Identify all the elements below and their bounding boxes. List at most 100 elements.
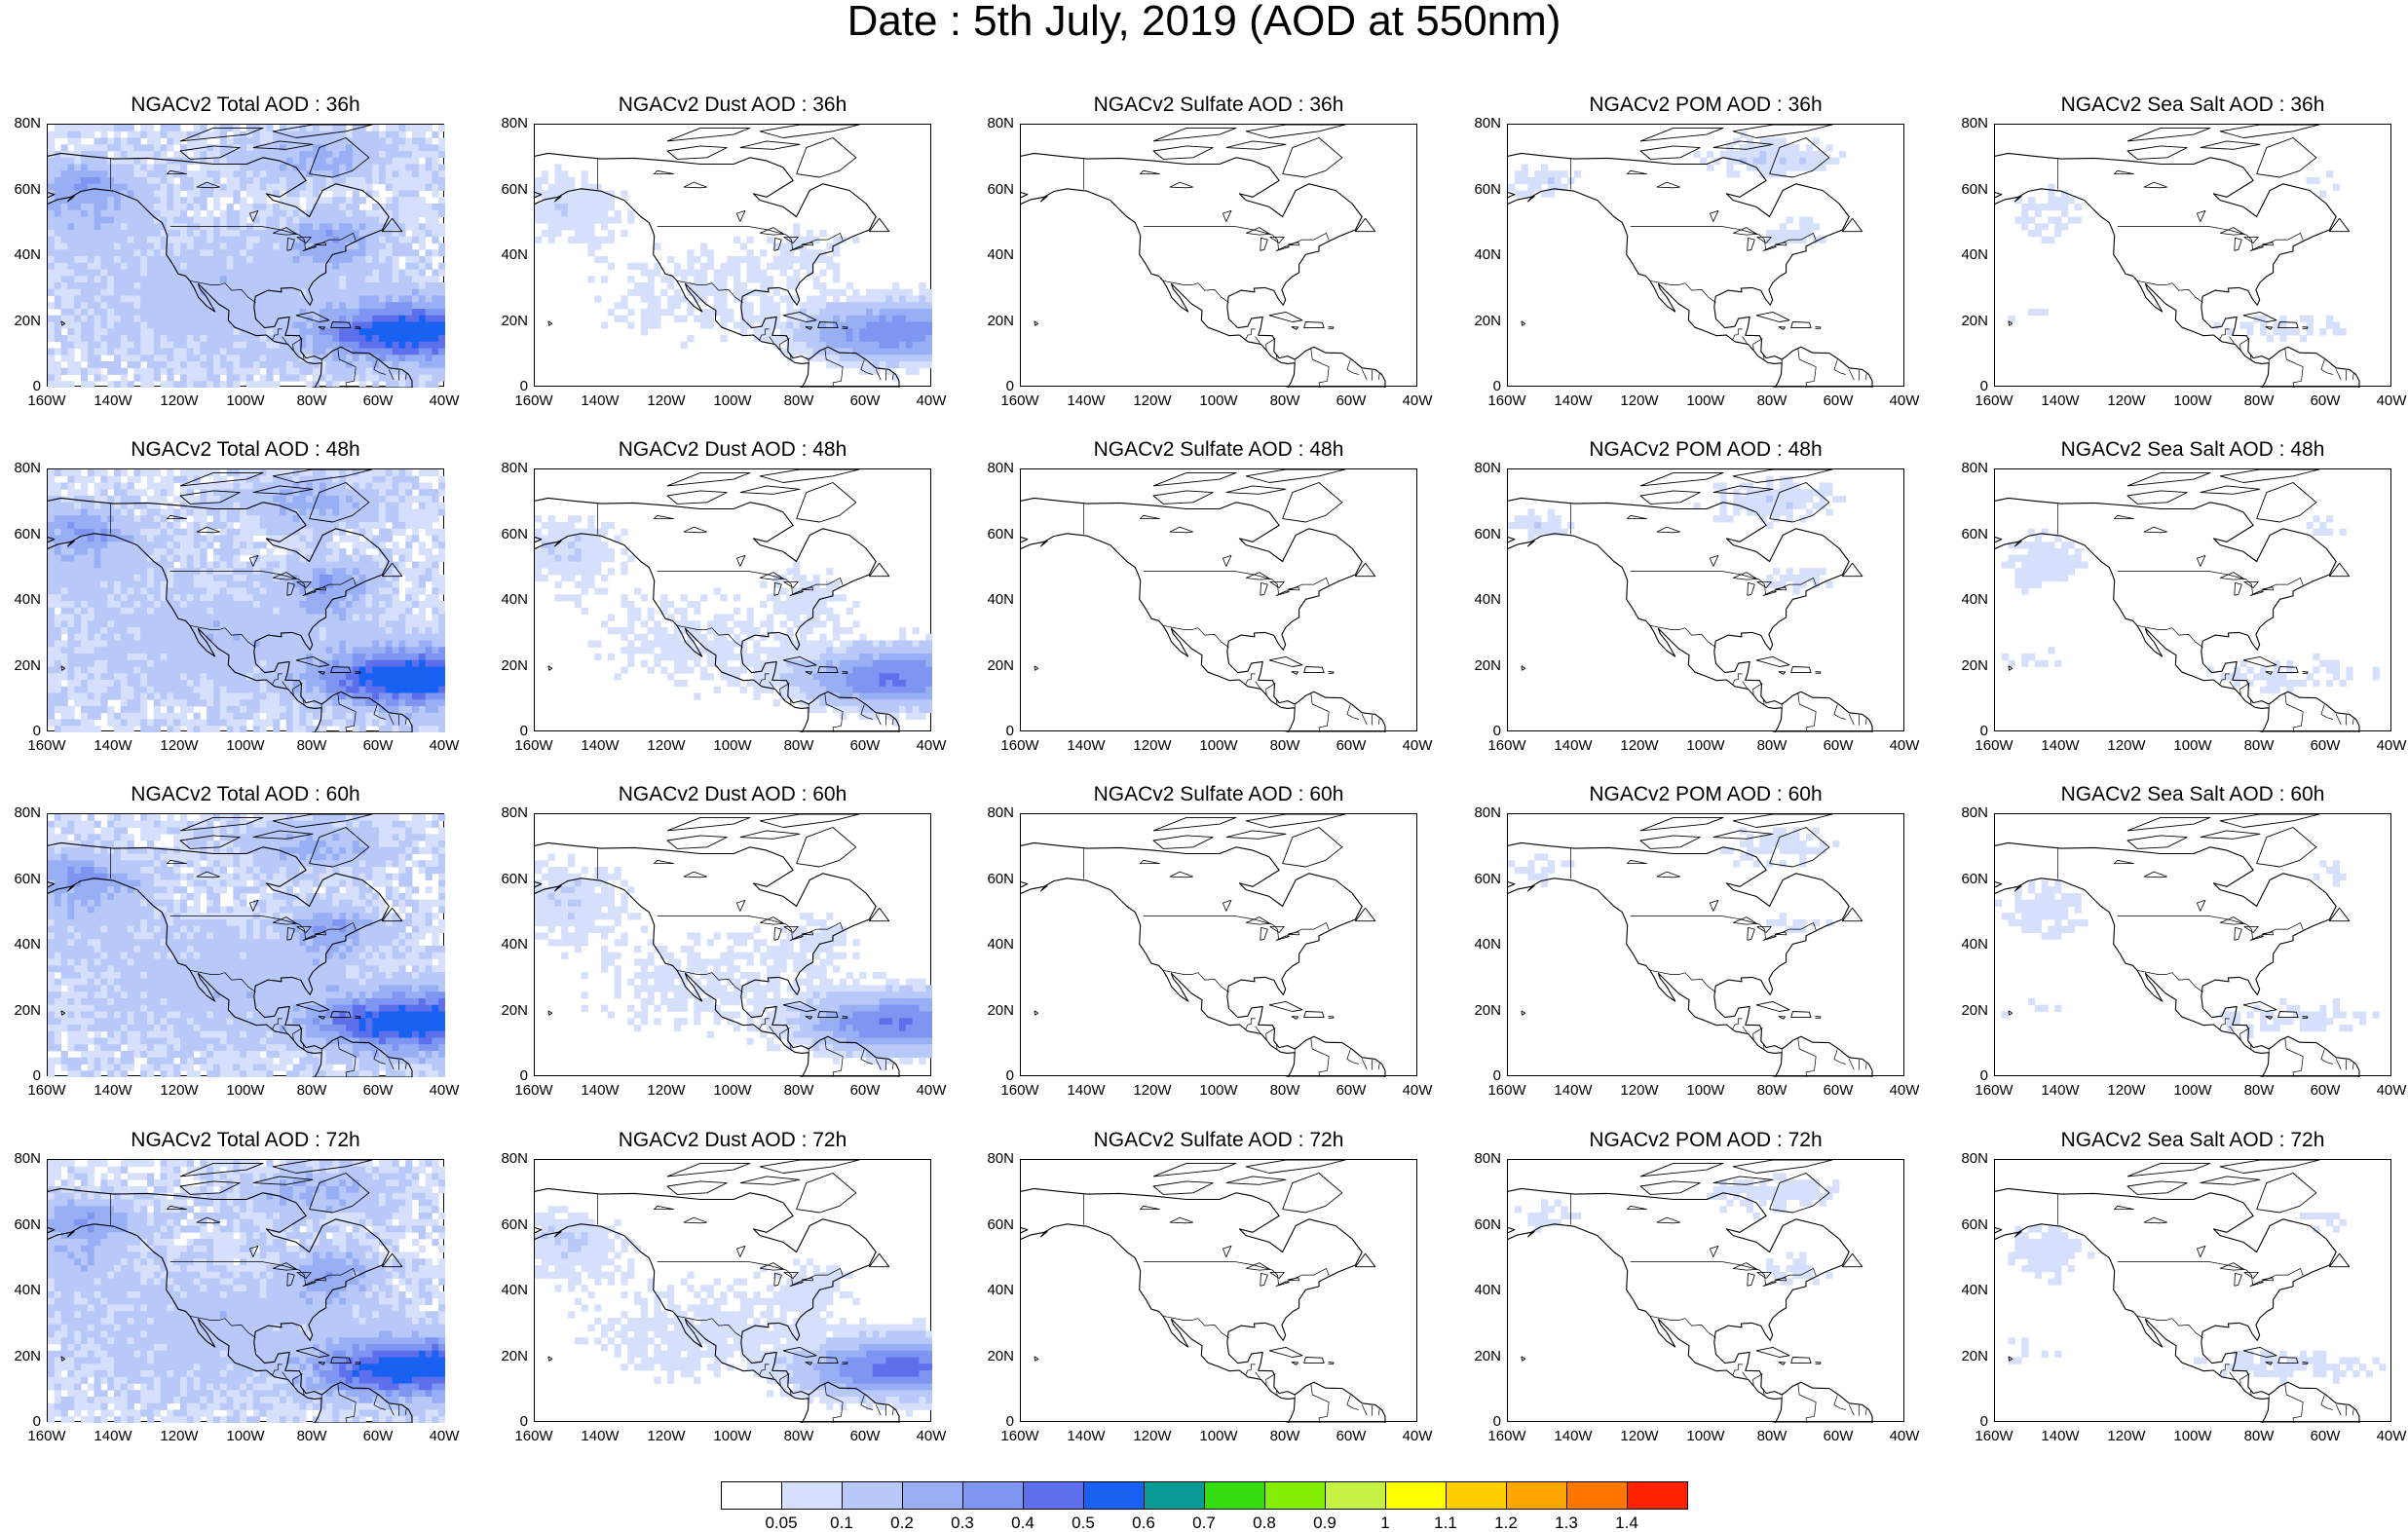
aod-cell	[299, 713, 306, 720]
aod-cell	[306, 667, 313, 674]
aod-cell	[280, 165, 286, 171]
aod-cell	[694, 276, 700, 282]
aod-cell	[641, 270, 648, 277]
aod-cell	[100, 581, 107, 588]
aod-cell	[379, 144, 386, 151]
aod-cell	[925, 296, 932, 303]
aod-cell	[107, 316, 114, 322]
aod-cell	[81, 555, 88, 562]
aod-cell	[48, 361, 55, 368]
aod-cell	[61, 713, 68, 720]
island-outline	[2201, 141, 2260, 149]
aod-cell	[88, 660, 94, 667]
aod-cell	[320, 177, 326, 184]
aod-cell	[55, 191, 61, 198]
aod-cell	[906, 316, 913, 322]
island-outline	[1522, 321, 1525, 325]
aod-cell	[260, 620, 267, 627]
aod-cell	[365, 328, 372, 335]
aod-cell	[379, 131, 386, 138]
aod-cell	[207, 660, 213, 667]
country-border	[1743, 337, 1748, 344]
aod-cell	[187, 548, 194, 555]
aod-cell	[260, 256, 267, 263]
aod-cell	[48, 620, 55, 627]
aod-cell	[919, 361, 925, 368]
aod-cell	[859, 309, 866, 316]
aod-cell	[55, 276, 61, 282]
aod-cell	[587, 217, 594, 224]
aod-cell	[74, 594, 81, 601]
aod-cell	[194, 601, 201, 608]
aod-cell	[575, 230, 582, 237]
x-tick-label: 80W	[774, 393, 823, 409]
aod-cell	[398, 316, 405, 322]
aod-cell	[412, 158, 419, 165]
aod-cell	[88, 469, 94, 476]
aod-cell	[419, 381, 426, 388]
aod-cell	[133, 217, 140, 224]
aod-cell	[67, 726, 74, 732]
aod-cell	[74, 276, 81, 282]
aod-cell	[187, 170, 194, 177]
aod-cell	[133, 316, 140, 322]
y-tick-label: 60N	[489, 182, 528, 198]
aod-cell	[246, 170, 253, 177]
aod-cell	[81, 170, 88, 177]
aod-cell	[594, 197, 601, 204]
aod-cell	[286, 342, 293, 349]
aod-cell	[253, 249, 260, 256]
aod-cell	[61, 381, 68, 388]
aod-cell	[133, 515, 140, 522]
aod-cell	[128, 243, 134, 250]
aod-cell	[253, 191, 260, 198]
aod-cell	[114, 693, 121, 700]
aod-cell	[74, 328, 81, 335]
aod-cell	[81, 496, 88, 503]
aod-cell	[405, 322, 412, 329]
aod-cell	[554, 217, 561, 224]
aod-cell	[240, 309, 246, 316]
aod-cell	[67, 601, 74, 608]
aod-cell	[213, 276, 220, 282]
aod-cell	[55, 515, 61, 522]
aod-cell	[412, 328, 419, 335]
aod-cell	[273, 204, 280, 210]
aod-cell	[320, 693, 326, 700]
aod-cell	[81, 601, 88, 608]
aod-cell	[286, 601, 293, 608]
aod-cell	[180, 660, 187, 667]
aod-cell	[133, 165, 140, 171]
aod-cell	[419, 355, 426, 361]
aod-cell	[359, 243, 366, 250]
aod-cell	[561, 204, 568, 210]
aod-cell	[353, 335, 359, 342]
aod-cell	[233, 296, 240, 303]
aod-cell	[326, 230, 333, 237]
aod-cell	[100, 302, 107, 309]
aod-cell	[419, 256, 426, 263]
aod-cell	[359, 335, 366, 342]
aod-cell	[154, 328, 161, 335]
aod-cell	[187, 204, 194, 210]
aod-cell	[405, 289, 412, 296]
aod-cell	[107, 647, 114, 654]
aod-cell	[81, 368, 88, 375]
aod-cell	[213, 342, 220, 349]
aod-cell	[767, 296, 773, 303]
aod-cell	[866, 316, 873, 322]
aod-cell	[432, 335, 438, 342]
aod-cell	[326, 335, 333, 342]
aod-cell	[260, 673, 267, 680]
aod-cell	[67, 706, 74, 713]
aod-cell	[246, 316, 253, 322]
aod-cell	[154, 555, 161, 562]
x-tick-label: 160W	[996, 393, 1044, 409]
aod-cell	[48, 469, 55, 476]
aod-cell	[147, 263, 154, 270]
aod-cell	[819, 256, 826, 263]
aod-cell	[154, 615, 161, 621]
aod-cell	[114, 256, 121, 263]
aod-cell	[372, 309, 379, 316]
aod-cell	[280, 249, 286, 256]
